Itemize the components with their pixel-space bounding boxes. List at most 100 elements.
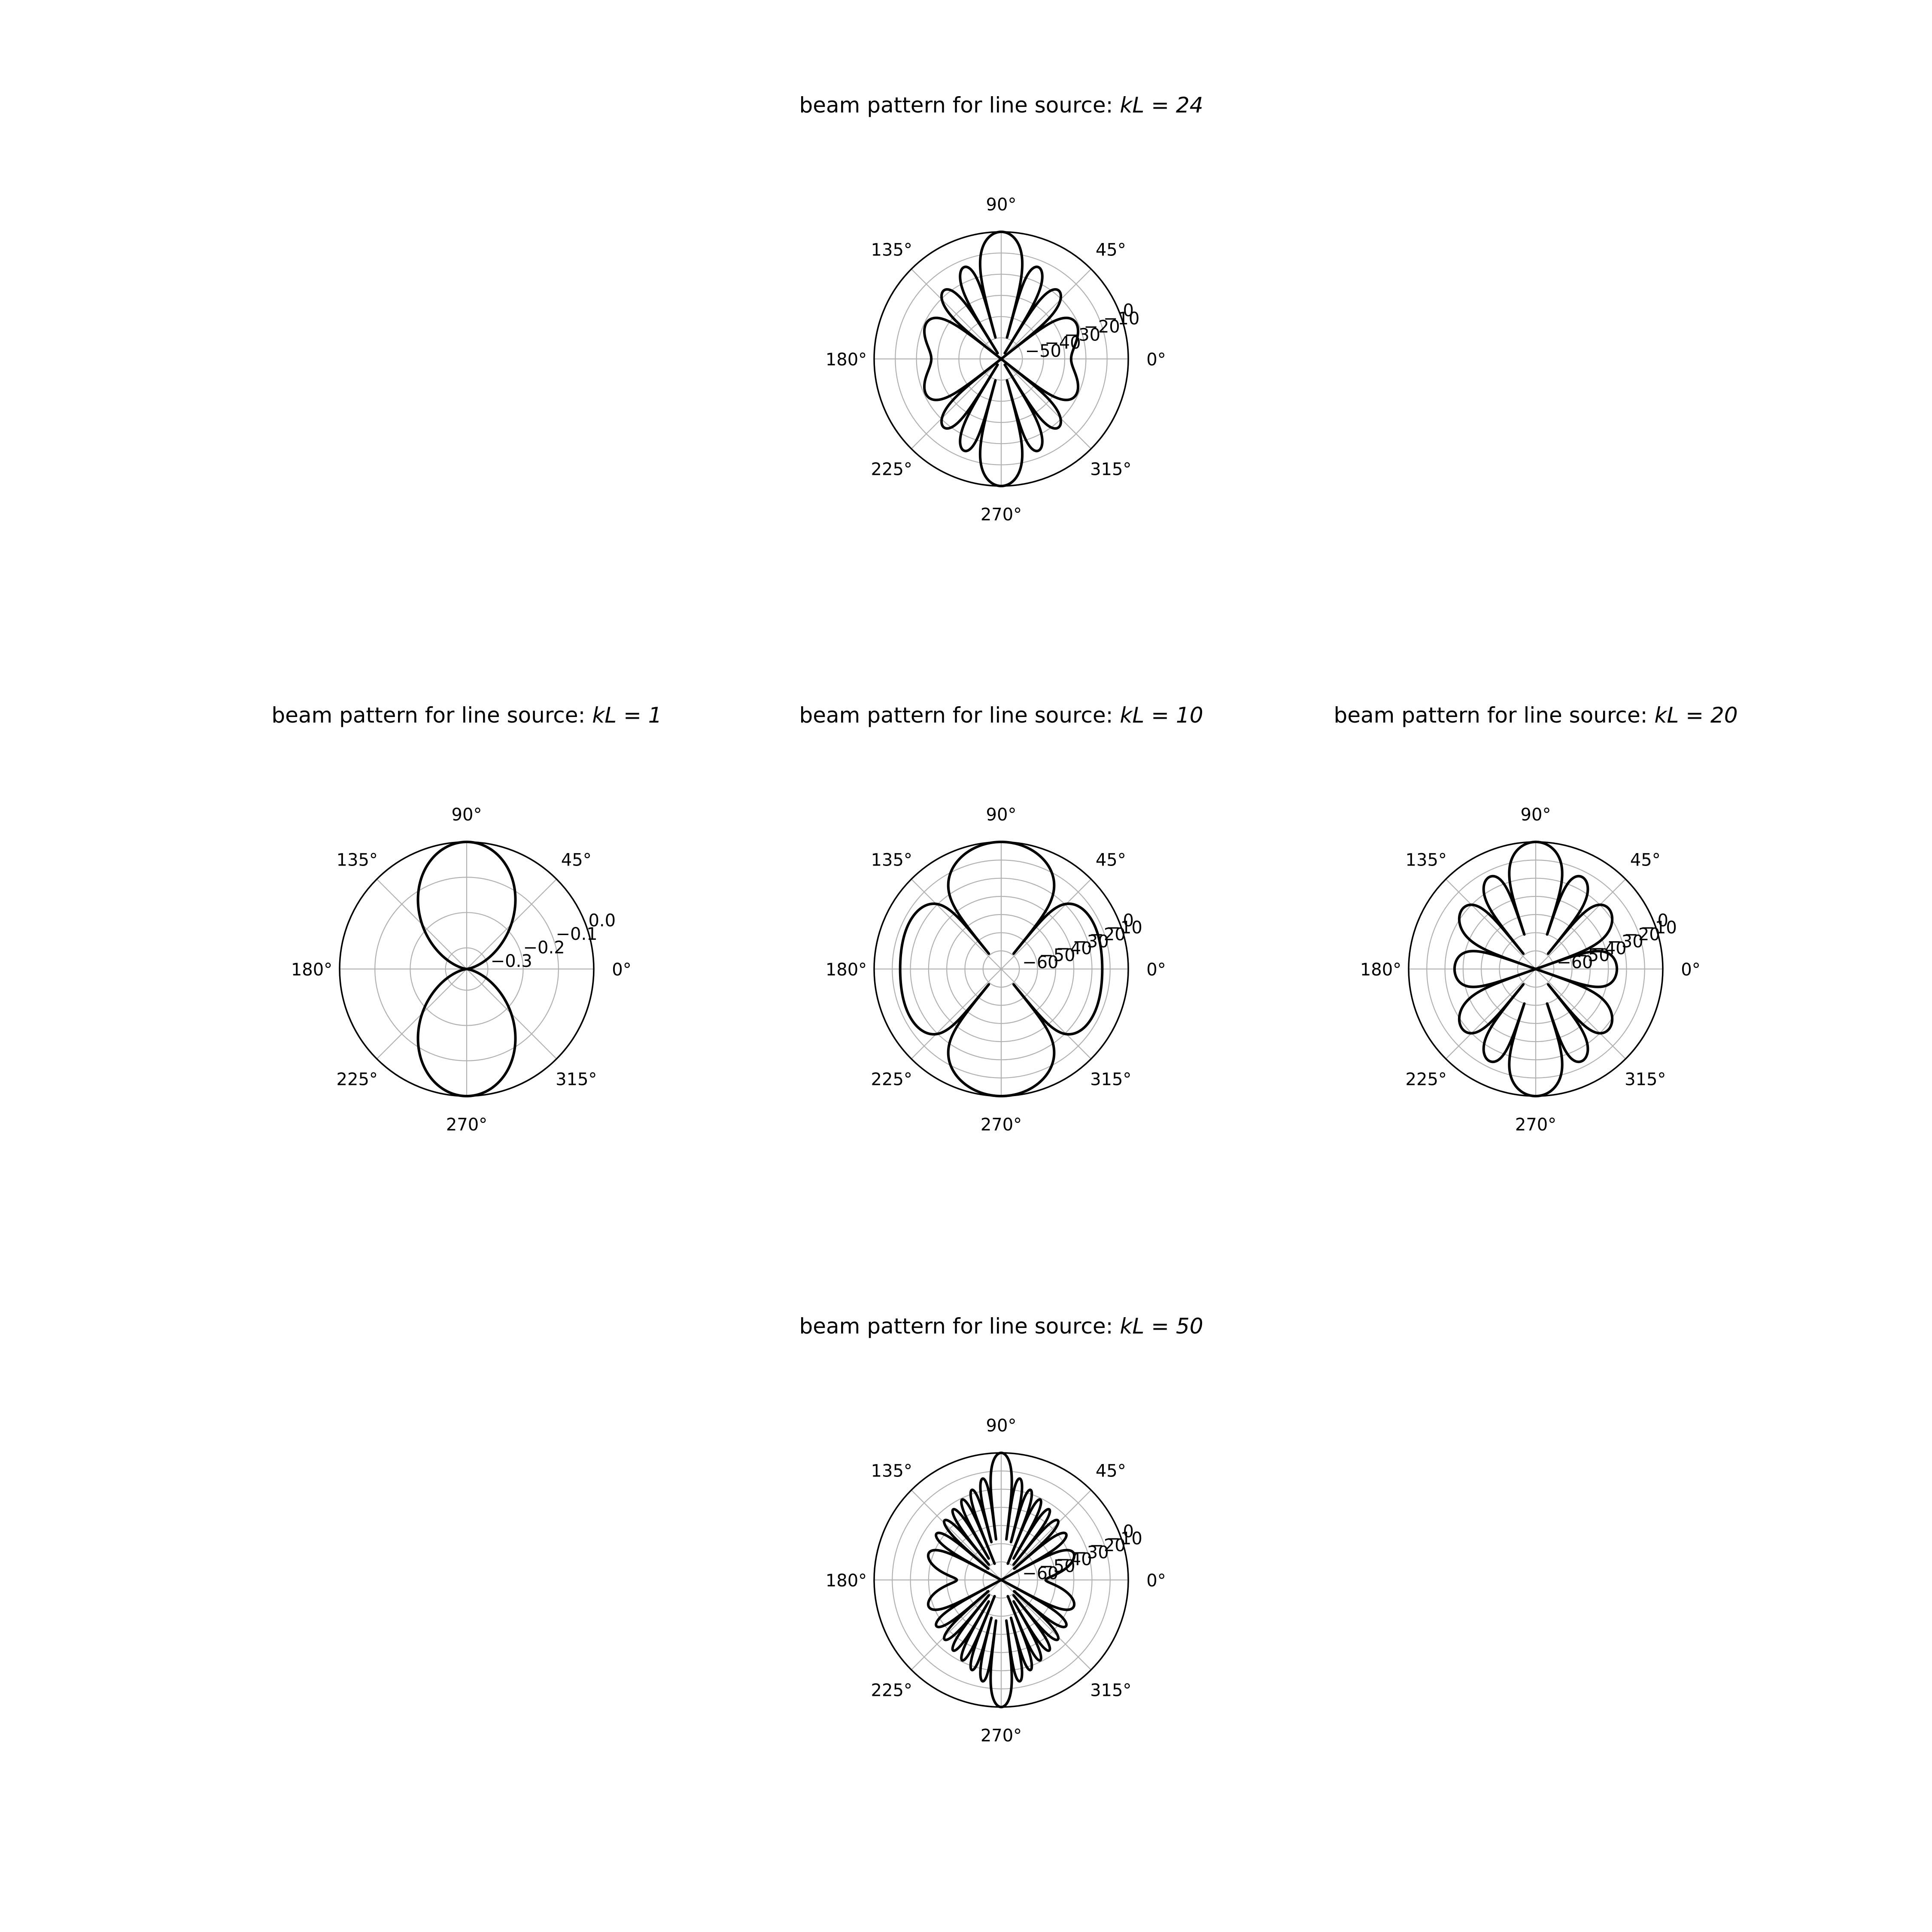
beam-pattern-curve [899, 841, 1104, 1097]
radial-tick-label: −0.3 [491, 951, 532, 971]
radial-tick-label: −10 [1106, 918, 1142, 938]
radial-tick-label: −40 [1056, 939, 1092, 958]
radial-tick-label: −30 [1064, 325, 1100, 345]
radial-tick-label: 0 [1657, 911, 1668, 931]
chart-title-math: kL = 24 [1120, 93, 1203, 118]
theta-tick-label: 315° [1090, 459, 1131, 479]
chart-title-prefix: beam pattern for line source: [799, 1314, 1120, 1339]
theta-tick-label: 180° [826, 960, 867, 980]
theta-tick-label: 90° [986, 805, 1017, 825]
chart-title-math: kL = 20 [1654, 703, 1738, 728]
theta-tick-label: 225° [871, 1680, 912, 1700]
theta-tick-label: 270° [981, 505, 1022, 525]
theta-tick-label: 0° [612, 960, 631, 980]
theta-tick-label: 315° [1625, 1069, 1666, 1089]
radial-tick-label: 0.0 [588, 911, 616, 931]
beam-pattern-curve [923, 231, 1079, 487]
radial-tick-label: −0.1 [556, 924, 598, 944]
theta-tick-label: 225° [337, 1069, 378, 1089]
theta-tick-label: 270° [1515, 1115, 1556, 1135]
radial-tick-label: −50 [1039, 946, 1075, 966]
chart-title-prefix: beam pattern for line source: [271, 703, 592, 728]
chart-title: beam pattern for line source: kL = 20 [1334, 703, 1738, 728]
theta-tick-label: 315° [1090, 1069, 1131, 1089]
theta-tick-label: 180° [291, 960, 332, 980]
theta-tick-label: 45° [1630, 851, 1661, 870]
angular-gridline [911, 878, 1002, 969]
chart-title-prefix: beam pattern for line source: [799, 703, 1120, 728]
radial-tick-label: −10 [1640, 918, 1677, 938]
theta-tick-label: 180° [826, 1571, 867, 1591]
theta-tick-label: 270° [446, 1115, 487, 1135]
polar-chart-kl-10: beam pattern for line source: kL = 10 0° 4… [799, 703, 1203, 1135]
angular-gridline [911, 1580, 1002, 1671]
chart-title: beam pattern for line source: kL = 24 [799, 93, 1203, 118]
angular-gridline [1445, 969, 1536, 1060]
theta-tick-label: 0° [1146, 1571, 1166, 1591]
radial-tick-label: −40 [1590, 939, 1626, 958]
theta-tick-label: 180° [1360, 960, 1401, 980]
theta-tick-label: 225° [871, 1069, 912, 1089]
beam-pattern-curve [1453, 841, 1619, 1097]
radial-tick-label: −30 [1072, 1543, 1109, 1562]
angular-gridline [911, 1489, 1002, 1580]
chart-title-prefix: beam pattern for line source: [799, 93, 1120, 118]
theta-tick-label: 45° [1096, 1461, 1126, 1481]
theta-tick-label: 135° [871, 851, 912, 870]
angular-gridline [911, 268, 1002, 359]
polar-chart-kl-50: beam pattern for line source: kL = 50 0° 4… [799, 1314, 1203, 1746]
angular-gridline [1535, 878, 1626, 969]
theta-tick-label: 225° [1406, 1069, 1447, 1089]
theta-tick-label: 0° [1681, 960, 1700, 980]
chart-title: beam pattern for line source: kL = 50 [799, 1314, 1203, 1339]
theta-tick-label: 135° [871, 240, 912, 260]
radial-tick-label: −0.2 [523, 938, 565, 958]
angular-gridline [1001, 969, 1092, 1060]
radial-tick-label: −20 [1624, 925, 1660, 945]
angular-gridline [1001, 878, 1092, 969]
theta-tick-label: 180° [826, 350, 867, 370]
theta-tick-label: 45° [1096, 851, 1126, 870]
angular-gridline [911, 969, 1002, 1060]
radial-tick-label: −60 [1022, 953, 1058, 972]
angular-gridline [1001, 268, 1092, 359]
radial-tick-label: −10 [1106, 1529, 1142, 1549]
theta-tick-label: 90° [1521, 805, 1551, 825]
polar-chart-kl-20: beam pattern for line source: kL = 20 0° 4… [1334, 703, 1738, 1135]
radial-tick-label: 0 [1123, 911, 1133, 931]
chart-title: beam pattern for line source: kL = 10 [799, 703, 1203, 728]
chart-title: beam pattern for line source: kL = 1 [271, 703, 662, 728]
polar-chart-kl-24: beam pattern for line source: kL = 24 0° 4… [799, 93, 1203, 525]
theta-tick-label: 135° [1406, 851, 1447, 870]
theta-tick-label: 90° [986, 1416, 1017, 1436]
theta-tick-label: 90° [452, 805, 482, 825]
radial-tick-label: 0 [1123, 301, 1133, 321]
angular-gridline [1535, 969, 1626, 1060]
angular-gridline [1001, 358, 1092, 450]
theta-tick-label: 90° [986, 195, 1017, 215]
chart-title-prefix: beam pattern for line source: [1334, 703, 1654, 728]
radial-tick-label: −10 [1103, 309, 1139, 329]
polar-chart-kl-1: beam pattern for line source: kL = 1 0° 45… [271, 703, 662, 1135]
theta-tick-label: 225° [871, 459, 912, 479]
chart-title-math: kL = 1 [592, 703, 662, 728]
beam-pattern-curve [927, 1452, 1076, 1708]
beam-pattern-curve [416, 841, 517, 1097]
radial-tick-label: −30 [1072, 932, 1109, 951]
chart-title-math: kL = 50 [1120, 1314, 1203, 1339]
radial-tick-label: −30 [1607, 932, 1643, 951]
theta-tick-label: 45° [1096, 240, 1126, 260]
radial-tick-label: 0 [1123, 1522, 1133, 1542]
angular-gridline [911, 358, 1002, 450]
theta-tick-label: 135° [871, 1461, 912, 1481]
chart-title-math: kL = 10 [1120, 703, 1203, 728]
theta-tick-label: 315° [1090, 1680, 1131, 1700]
angular-gridline [1001, 1489, 1092, 1580]
radial-tick-label: −20 [1084, 317, 1120, 337]
theta-tick-label: 45° [561, 851, 592, 870]
theta-tick-label: 270° [981, 1726, 1022, 1746]
theta-tick-label: 270° [981, 1115, 1022, 1135]
angular-gridline [1445, 878, 1536, 969]
radial-tick-label: −20 [1089, 1536, 1125, 1555]
